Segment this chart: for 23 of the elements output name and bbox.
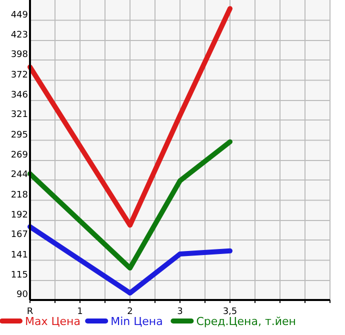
x-tick-label: 1	[77, 307, 83, 317]
y-tick-label: 449	[10, 10, 28, 20]
y-tick-label: 321	[10, 110, 28, 120]
y-tick-label: 295	[10, 130, 28, 140]
y-tick-label: 244	[10, 170, 28, 180]
y-tick-label: 90	[16, 290, 28, 300]
y-tick-label: 346	[10, 90, 28, 101]
y-tick-label: 141	[10, 250, 28, 260]
x-tick-label: R	[26, 307, 34, 317]
y-tick-label: 218	[10, 190, 28, 200]
y-tick-label: 192	[10, 210, 28, 221]
legend-label: Сред.Цена, т.йен	[196, 315, 296, 328]
y-tick-label: 372	[10, 70, 28, 80]
x-tick-label: 2	[127, 307, 133, 317]
y-tick-label: 167	[10, 230, 28, 240]
legend-label: Max Цена	[25, 315, 80, 328]
legend-label: Min Цена	[110, 315, 163, 328]
y-tick-label: 115	[10, 270, 28, 281]
y-tick-label: 398	[10, 50, 28, 60]
y-tick-label: 423	[10, 30, 28, 41]
x-tick-label: 3,5	[222, 307, 238, 317]
x-tick-label: 3	[177, 307, 183, 317]
y-tick-label: 269	[10, 150, 28, 161]
